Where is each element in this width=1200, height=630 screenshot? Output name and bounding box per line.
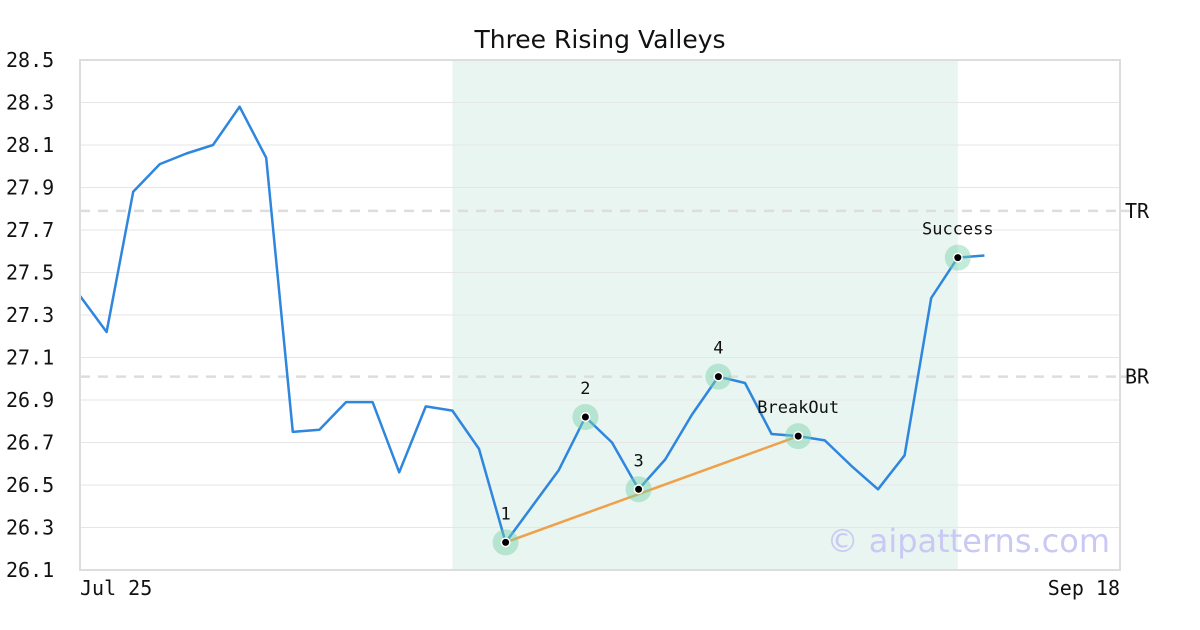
- y-tick-label: 26.9: [6, 388, 54, 412]
- y-tick-label: 26.7: [6, 431, 54, 455]
- annotation-marker: [502, 538, 510, 546]
- y-tick-label: 27.5: [6, 261, 54, 285]
- annotation-layer: 1 2 3 4 BreakOut Success: [492, 220, 994, 556]
- y-tick-label: 26.1: [6, 558, 54, 582]
- annotation-marker: [714, 373, 722, 381]
- y-tick-label: 27.3: [6, 303, 54, 327]
- y-tick-label: 26.5: [6, 473, 54, 497]
- series-line: [78, 105, 985, 544]
- annotation-label: 4: [713, 339, 723, 359]
- y-tick-label: 27.9: [6, 176, 54, 200]
- plot-frame: [79, 59, 1121, 571]
- level-label: TR: [1125, 199, 1150, 223]
- y-tick-label: 27.1: [6, 346, 54, 370]
- annotation-label: Success: [922, 220, 994, 240]
- x-tick-label: Jul 25: [80, 576, 152, 600]
- level-label: BR: [1125, 365, 1150, 389]
- axis-layer: 26.1 26.3 26.5 26.7 26.9 27.1 27.3 27.5 27.7 27.9…: [6, 48, 1121, 600]
- y-tick-label: 26.3: [6, 516, 54, 540]
- annotation-label: BreakOut: [757, 398, 839, 418]
- trendline: [505, 434, 799, 544]
- y-tick-label: 28.1: [6, 133, 54, 157]
- annotation-label: 3: [633, 451, 643, 471]
- x-tick-label: Sep 18: [1048, 576, 1120, 600]
- annotation-marker: [794, 432, 802, 440]
- annotation-marker: [635, 485, 643, 493]
- watermark: © aipatterns.com: [827, 522, 1110, 560]
- y-tick-label: 28.3: [6, 91, 54, 115]
- level-layer: TR BR: [80, 199, 1150, 389]
- annotation-marker: [581, 413, 589, 421]
- annotation-label: 1: [500, 504, 510, 524]
- trendline-layer: [505, 434, 799, 544]
- series-layer: [78, 105, 985, 544]
- annotation-label: 2: [580, 379, 590, 399]
- chart-title: Three Rising Valleys: [473, 25, 725, 54]
- y-tick-label: 28.5: [6, 48, 54, 72]
- y-tick-label: 27.7: [6, 218, 54, 242]
- annotation-marker: [954, 254, 962, 262]
